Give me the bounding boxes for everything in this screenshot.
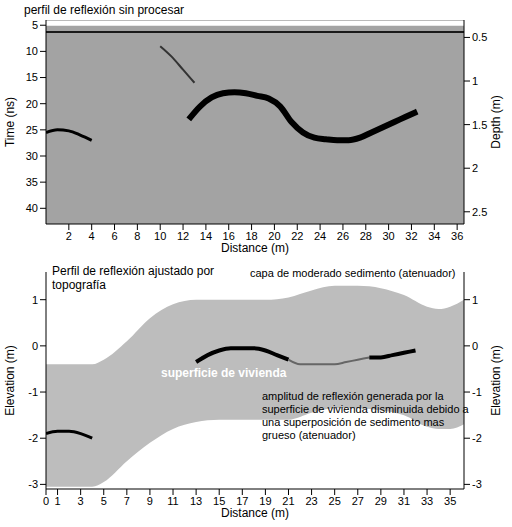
svg-text:35: 35 xyxy=(444,495,456,507)
svg-text:23: 23 xyxy=(305,495,317,507)
svg-text:8: 8 xyxy=(134,230,140,242)
html-text:perfil de reflexión sin proces: perfil de reflexión sin procesar xyxy=(24,3,185,17)
html-text:capa de moderado sedimento (at: capa de moderado sedimento (atenuador) xyxy=(250,267,456,279)
svg-text:36: 36 xyxy=(451,230,463,242)
svg-text:Depth (m): Depth (m) xyxy=(489,95,503,148)
svg-text:9: 9 xyxy=(147,495,153,507)
svg-text:30: 30 xyxy=(26,150,38,162)
svg-text:6: 6 xyxy=(111,230,117,242)
svg-text:0.5: 0.5 xyxy=(472,31,487,43)
svg-text:29: 29 xyxy=(375,495,387,507)
svg-text:1.5: 1.5 xyxy=(472,119,487,131)
svg-text:32: 32 xyxy=(405,230,417,242)
svg-text:1: 1 xyxy=(32,294,38,306)
svg-text:-3: -3 xyxy=(472,478,482,490)
svg-text:2: 2 xyxy=(472,162,478,174)
svg-text:7: 7 xyxy=(124,495,130,507)
html-text:Perfil de reflexión ajustado p: Perfil de reflexión ajustado por topogra… xyxy=(52,264,215,292)
svg-text:40: 40 xyxy=(26,202,38,214)
svg-text:-1: -1 xyxy=(472,386,482,398)
svg-text:-2: -2 xyxy=(472,432,482,444)
svg-text:4: 4 xyxy=(89,230,95,242)
svg-text:16: 16 xyxy=(223,230,235,242)
html-text:superficie de vivienda: superficie de vivienda xyxy=(161,366,287,380)
svg-text:21: 21 xyxy=(282,495,294,507)
svg-text:14: 14 xyxy=(200,230,212,242)
svg-text:15: 15 xyxy=(213,495,225,507)
svg-text:Time (ns): Time (ns) xyxy=(3,97,17,147)
svg-text:2.5: 2.5 xyxy=(472,206,487,218)
svg-text:0: 0 xyxy=(32,340,38,352)
html-text:amplitud de reflexión generada: amplitud de reflexión generada por la su… xyxy=(262,390,469,441)
svg-text:31: 31 xyxy=(398,495,410,507)
svg-text:22: 22 xyxy=(291,230,303,242)
svg-text:-1: -1 xyxy=(28,386,38,398)
svg-text:Distance (m): Distance (m) xyxy=(221,506,289,520)
svg-text:10: 10 xyxy=(26,45,38,57)
svg-text:Elevation (m): Elevation (m) xyxy=(3,345,17,416)
svg-text:19: 19 xyxy=(259,495,271,507)
svg-text:15: 15 xyxy=(26,71,38,83)
svg-text:20: 20 xyxy=(268,230,280,242)
svg-text:20: 20 xyxy=(26,98,38,110)
svg-text:5: 5 xyxy=(32,19,38,31)
svg-text:3: 3 xyxy=(78,495,84,507)
svg-text:13: 13 xyxy=(190,495,202,507)
svg-text:2: 2 xyxy=(66,230,72,242)
svg-text:Elevation (m): Elevation (m) xyxy=(489,345,503,416)
svg-text:25: 25 xyxy=(329,495,341,507)
svg-text:17: 17 xyxy=(236,495,248,507)
svg-text:34: 34 xyxy=(428,230,440,242)
svg-text:5: 5 xyxy=(101,495,107,507)
svg-text:1: 1 xyxy=(472,75,478,87)
svg-text:12: 12 xyxy=(177,230,189,242)
svg-text:18: 18 xyxy=(245,230,257,242)
svg-text:0: 0 xyxy=(43,495,49,507)
svg-text:30: 30 xyxy=(382,230,394,242)
svg-text:33: 33 xyxy=(421,495,433,507)
svg-text:25: 25 xyxy=(26,124,38,136)
svg-text:11: 11 xyxy=(167,495,178,507)
svg-text:Distance (m): Distance (m) xyxy=(221,241,289,255)
svg-text:10: 10 xyxy=(154,230,166,242)
svg-text:26: 26 xyxy=(337,230,349,242)
svg-text:1: 1 xyxy=(54,495,60,507)
svg-text:1: 1 xyxy=(472,294,478,306)
svg-text:-3: -3 xyxy=(28,478,38,490)
svg-text:27: 27 xyxy=(352,495,364,507)
svg-text:0: 0 xyxy=(472,340,478,352)
svg-text:28: 28 xyxy=(360,230,372,242)
svg-text:35: 35 xyxy=(26,176,38,188)
svg-text:-2: -2 xyxy=(28,432,38,444)
svg-text:24: 24 xyxy=(314,230,326,242)
